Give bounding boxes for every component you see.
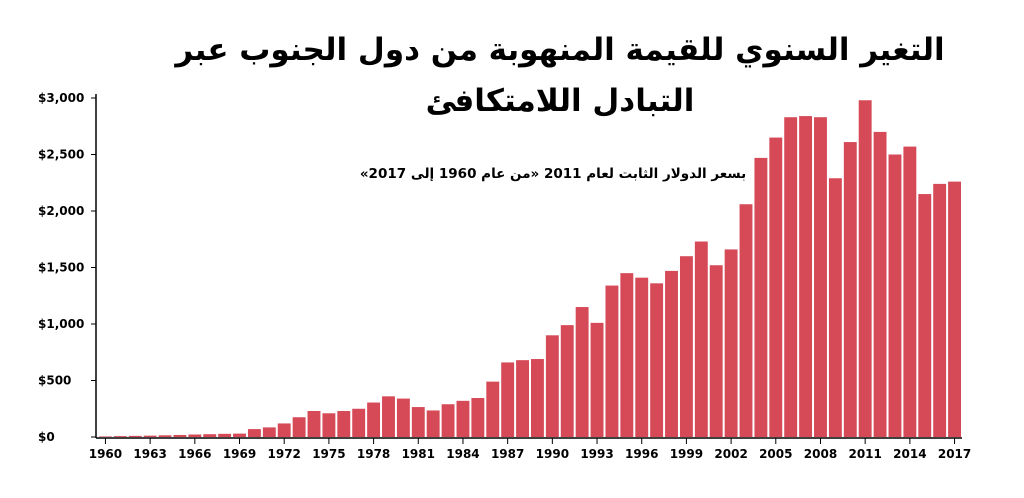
x-tick-label: 1960 <box>89 447 122 461</box>
bars-group <box>99 100 961 438</box>
bar-1969 <box>233 433 246 437</box>
bar-1988 <box>516 360 529 437</box>
bar-1963 <box>143 435 157 437</box>
bar-2003 <box>739 204 753 437</box>
bar-1976 <box>337 411 351 437</box>
y-tick-label: $2,000 <box>38 204 84 218</box>
x-tick-label: 1972 <box>268 447 301 461</box>
bar-1997 <box>650 283 664 437</box>
bar-1992 <box>575 307 589 437</box>
bar-1960 <box>99 436 112 437</box>
y-tick-label: $500 <box>38 374 71 388</box>
y-tick-label: $2,500 <box>38 148 84 162</box>
x-tick-label: 1975 <box>312 447 345 461</box>
bar-2001 <box>709 265 723 437</box>
bar-1986 <box>486 381 500 437</box>
bar-1968 <box>218 433 232 437</box>
bar-1989 <box>531 359 544 437</box>
x-tick-label: 1966 <box>178 447 211 461</box>
bar-1994 <box>605 285 619 437</box>
x-tick-label: 2002 <box>714 447 747 461</box>
x-tick-label: 1984 <box>446 447 479 461</box>
bar-2009 <box>828 178 842 438</box>
bar-1962 <box>128 435 142 437</box>
y-tick-label: $1,000 <box>38 317 84 331</box>
chart-title-line-2: التبادل اللامتكافئ <box>426 83 695 119</box>
x-tick-label: 2014 <box>893 447 926 461</box>
x-tick-label: 2005 <box>759 447 792 461</box>
y-tick-label: $1,500 <box>38 261 84 275</box>
bar-1967 <box>203 434 217 437</box>
bar-2013 <box>888 154 902 437</box>
bar-2000 <box>694 241 708 437</box>
bar-1977 <box>352 408 366 437</box>
bar-1973 <box>292 417 306 437</box>
bar-2017 <box>948 181 961 437</box>
axes-group: $0 $500 $1,000 $1,500 $2,000 $2,500 $3,000 1960… <box>38 91 971 461</box>
bar-1993 <box>590 322 604 437</box>
bar-1987 <box>501 362 515 437</box>
x-tick-label: 2011 <box>848 447 881 461</box>
bar-2004 <box>754 157 768 437</box>
bar-2005 <box>769 137 783 438</box>
x-tick-label: 1969 <box>223 447 256 461</box>
bar-2015 <box>918 194 932 437</box>
x-tick-label: 1978 <box>357 447 390 461</box>
bar-2002 <box>724 249 738 437</box>
bar-1995 <box>620 273 634 437</box>
bar-2012 <box>873 131 887 437</box>
bar-1970 <box>247 429 261 437</box>
bar-1979 <box>382 396 395 437</box>
x-tick-label: 1999 <box>670 447 703 461</box>
chart-title-line-1: التغير السنوي للقيمة المنهوبة من دول الج… <box>173 32 944 68</box>
x-tick-label: 1996 <box>625 447 658 461</box>
x-tick-label: 2008 <box>804 447 837 461</box>
bar-1981 <box>411 407 425 437</box>
bar-1996 <box>635 277 649 437</box>
bar-1982 <box>426 410 440 437</box>
bar-1985 <box>471 398 485 437</box>
bar-1998 <box>665 270 678 437</box>
bar-1974 <box>307 411 321 437</box>
bar-2016 <box>933 183 947 437</box>
bar-2011 <box>858 100 872 437</box>
x-tick-label: 2017 <box>938 447 971 461</box>
x-tick-label: 1981 <box>402 447 435 461</box>
bar-2008 <box>814 117 827 438</box>
bar-1975 <box>322 413 336 437</box>
bar-1984 <box>456 400 470 437</box>
bar-1999 <box>679 256 693 437</box>
bar-1965 <box>173 434 187 437</box>
bar-1990 <box>545 335 559 437</box>
x-tick-label: 1963 <box>133 447 166 461</box>
bar-1964 <box>158 435 172 437</box>
bar-1983 <box>441 404 455 437</box>
chart-subtitle: بسعر الدولار الثابت لعام 2011 «من عام 19… <box>360 166 746 182</box>
x-tick-label: 1990 <box>536 447 569 461</box>
bar-2006 <box>784 117 798 438</box>
bar-1971 <box>262 427 276 437</box>
bar-1980 <box>396 398 410 437</box>
bar-1961 <box>113 436 127 437</box>
bar-2010 <box>843 142 857 437</box>
bar-1966 <box>188 434 202 437</box>
x-tick-label: 1987 <box>491 447 524 461</box>
bar-1978 <box>367 402 381 437</box>
x-tick-label: 1993 <box>580 447 613 461</box>
y-tick-label: $0 <box>38 430 55 444</box>
y-tick-label: $3,000 <box>38 91 84 105</box>
bar-2014 <box>903 146 917 437</box>
bar-2007 <box>799 116 813 437</box>
bar-1972 <box>277 423 291 437</box>
bar-1991 <box>560 325 574 437</box>
